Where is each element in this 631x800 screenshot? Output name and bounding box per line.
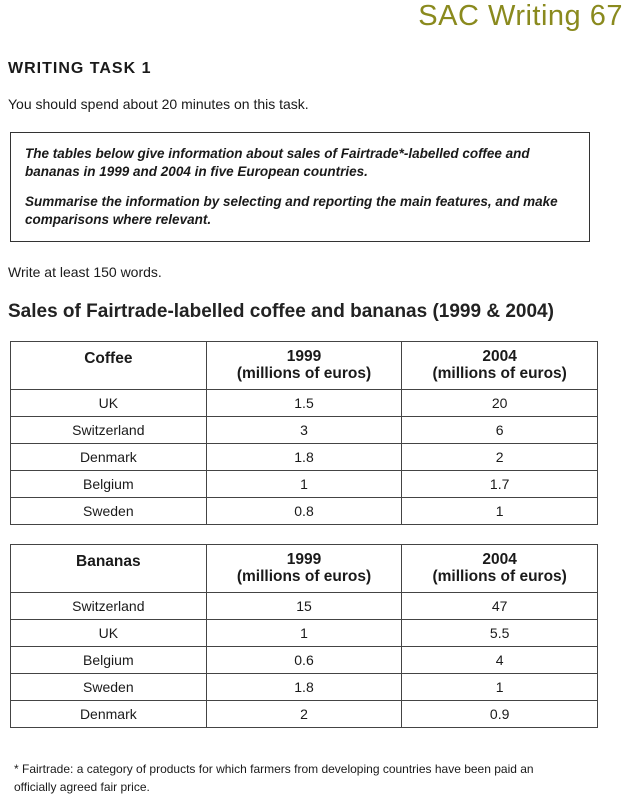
brand-title: SAC Writing 67 (418, 0, 623, 32)
task-prompt-box: The tables below give information about … (10, 132, 590, 242)
task-heading: WRITING TASK 1 (8, 60, 152, 77)
table-row: Sweden 1.8 1 (10, 673, 598, 701)
coffee-sales-table: Coffee 1999 (millions of euros) 2004 (mill… (10, 341, 598, 525)
value-1999-cell: 0.8 (205, 497, 403, 525)
table-row: Switzerland 15 47 (10, 592, 598, 620)
column-header-product: Coffee (10, 341, 207, 390)
country-cell: Belgium (10, 646, 207, 674)
country-cell: Belgium (10, 470, 207, 498)
header-year: 2004 (482, 348, 517, 365)
header-unit: (millions of euros) (432, 365, 567, 382)
column-header-1999: 1999 (millions of euros) (205, 544, 403, 593)
fairtrade-footnote: * Fairtrade: a category of products for … (14, 762, 534, 794)
value-1999-cell: 3 (205, 416, 403, 444)
header-year: 1999 (286, 551, 322, 568)
value-1999-cell: 1 (205, 470, 403, 498)
country-cell: UK (10, 619, 207, 647)
country-cell: Switzerland (10, 416, 207, 444)
value-2004-cell: 47 (401, 592, 598, 620)
value-1999-cell: 2 (205, 700, 403, 728)
header-year: 1999 (286, 348, 322, 365)
value-2004-cell: 6 (401, 416, 598, 444)
value-1999-cell: 1.8 (205, 673, 403, 701)
value-1999-cell: 1.5 (205, 389, 403, 417)
country-cell: Sweden (10, 673, 207, 701)
table-header-row: Bananas 1999 (millions of euros) 2004 (mil… (10, 544, 598, 593)
country-cell: Denmark (10, 700, 207, 728)
table-row: Denmark 1.8 2 (10, 443, 598, 471)
country-cell: Switzerland (10, 592, 207, 620)
word-count-instruction: Write at least 150 words. (8, 264, 162, 280)
header-year: 2004 (482, 551, 517, 568)
table-row: UK 1.5 20 (10, 389, 598, 417)
value-2004-cell: 2 (401, 443, 598, 471)
table-row: UK 1 5.5 (10, 619, 598, 647)
value-2004-cell: 1 (401, 497, 598, 525)
table-row: Sweden 0.8 1 (10, 497, 598, 525)
column-header-2004: 2004 (millions of euros) (401, 341, 598, 390)
value-1999-cell: 1.8 (205, 443, 403, 471)
value-1999-cell: 15 (205, 592, 403, 620)
header-unit: (millions of euros) (236, 365, 372, 382)
header-unit: (millions of euros) (236, 568, 372, 585)
table-row: Belgium 1 1.7 (10, 470, 598, 498)
bananas-sales-table: Bananas 1999 (millions of euros) 2004 (mil… (10, 544, 598, 728)
prompt-instruction: Summarise the information by selecting a… (25, 194, 558, 227)
value-1999-cell: 0.6 (205, 646, 403, 674)
table-row: Belgium 0.6 4 (10, 646, 598, 674)
value-2004-cell: 4 (401, 646, 598, 674)
country-cell: Sweden (10, 497, 207, 525)
header-unit: (millions of euros) (432, 568, 567, 585)
country-cell: Denmark (10, 443, 207, 471)
column-header-1999: 1999 (millions of euros) (205, 341, 403, 390)
value-2004-cell: 1.7 (401, 470, 598, 498)
table-row: Switzerland 3 6 (10, 416, 598, 444)
value-1999-cell: 1 (205, 619, 403, 647)
tables-title: Sales of Fairtrade-labelled coffee and b… (8, 301, 554, 322)
column-header-product: Bananas (10, 544, 207, 593)
value-2004-cell: 0.9 (401, 700, 598, 728)
prompt-description: The tables below give information about … (25, 146, 530, 179)
column-header-2004: 2004 (millions of euros) (401, 544, 598, 593)
header-label: Bananas (76, 553, 141, 570)
table-row: Denmark 2 0.9 (10, 700, 598, 728)
header-label: Coffee (84, 350, 133, 367)
table-header-row: Coffee 1999 (millions of euros) 2004 (mill… (10, 341, 598, 390)
value-2004-cell: 5.5 (401, 619, 598, 647)
value-2004-cell: 1 (401, 673, 598, 701)
country-cell: UK (10, 389, 207, 417)
time-instruction: You should spend about 20 minutes on thi… (8, 96, 309, 112)
value-2004-cell: 20 (401, 389, 598, 417)
